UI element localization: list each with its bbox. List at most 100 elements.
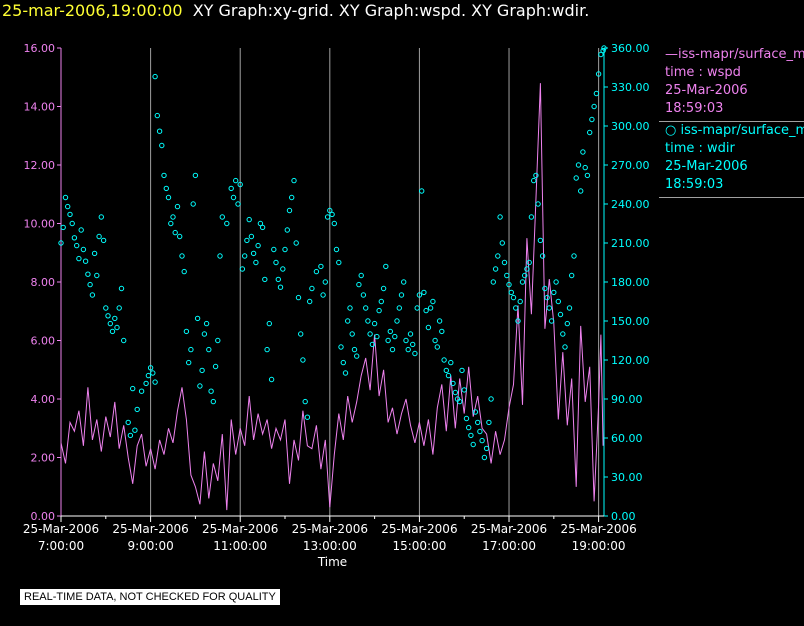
wdir-data-point	[356, 281, 362, 288]
x-tick-label-time: 7:00:00	[38, 539, 84, 553]
wdir-data-point	[551, 289, 557, 296]
wdir-data-point	[407, 331, 414, 337]
right-y-tick-label: 120.00	[611, 354, 650, 367]
wdir-data-point	[300, 357, 306, 363]
x-axis-label: Time	[317, 555, 347, 569]
wdir-data-point	[459, 367, 465, 374]
wdir-data-point	[277, 284, 284, 290]
wdir-data-point	[499, 240, 505, 246]
legend-date: 25-Mar-2006	[665, 159, 748, 174]
wdir-data-point	[336, 259, 342, 266]
wdir-data-point	[584, 172, 591, 179]
wdir-data-point	[405, 346, 411, 353]
wdir-data-point	[510, 294, 517, 301]
wdir-data-point	[143, 380, 149, 387]
wdir-data-point	[367, 331, 373, 337]
wdir-data-point	[307, 298, 313, 305]
wdir-data-point	[439, 328, 445, 335]
wdir-data-point	[369, 341, 376, 348]
left-y-tick-label: 8.00	[31, 276, 56, 289]
wdir-data-point	[573, 175, 579, 181]
wdir-data-point	[329, 211, 335, 218]
wdir-data-point	[94, 272, 100, 279]
x-tick-label-time: 19:00:00	[572, 539, 626, 553]
wdir-data-point	[257, 220, 264, 227]
wdir-data-point	[481, 454, 488, 461]
wdir-data-point	[320, 292, 326, 298]
wdir-data-point	[179, 253, 185, 259]
wdir-data-point	[89, 292, 96, 298]
wdir-data-point	[197, 383, 203, 389]
wdir-data-point	[62, 194, 69, 201]
wdir-data-point	[210, 398, 217, 405]
wdir-data-point	[85, 271, 91, 277]
wdir-data-point	[118, 285, 125, 292]
legend-source: iss-mapr/surface_m	[680, 123, 804, 138]
wdir-data-point	[266, 320, 272, 327]
legend-time: 18:59:03	[665, 177, 724, 192]
wdir-data-point	[479, 437, 485, 444]
wdir-data-point	[98, 214, 105, 220]
wdir-data-point	[152, 73, 158, 80]
wdir-data-point	[100, 237, 107, 244]
wdir-data-point	[134, 406, 140, 413]
wdir-data-point	[448, 359, 454, 366]
wspd-series-line	[60, 83, 604, 511]
wdir-data-point	[398, 292, 405, 298]
wdir-data-point	[380, 285, 387, 292]
wdir-data-point	[145, 372, 152, 379]
wdir-data-point	[445, 372, 452, 379]
wdir-data-point	[466, 424, 472, 431]
wdir-data-point	[253, 259, 259, 266]
wdir-data-point	[513, 305, 519, 311]
wdir-data-point	[67, 211, 73, 218]
wdir-data-point	[486, 419, 492, 426]
wdir-data-point	[508, 289, 514, 296]
wdir-data-point	[506, 281, 512, 288]
wdir-data-point	[121, 337, 127, 344]
right-y-tick-label: 360.00	[611, 42, 650, 55]
x-tick-label-time: 15:00:00	[392, 539, 446, 553]
wdir-data-point	[230, 194, 237, 201]
legend-field: time : wdir	[665, 141, 735, 156]
wdir-data-point	[441, 357, 447, 363]
wdir-data-point	[598, 51, 604, 58]
wdir-data-point	[475, 419, 481, 426]
wdir-data-point	[309, 285, 315, 292]
wdir-data-point	[396, 305, 402, 311]
wdir-data-point	[593, 90, 600, 97]
legend-divider	[659, 197, 804, 198]
chart-title: 25-mar-2006,19:00:00 XY Graph:xy-grid. X…	[2, 1, 589, 20]
wdir-data-point	[138, 388, 145, 394]
wdir-data-point	[414, 305, 420, 311]
x-tick-label-time: 9:00:00	[127, 539, 173, 553]
wdir-data-point	[378, 298, 384, 305]
wdir-data-point	[177, 233, 183, 240]
wdir-data-point	[259, 224, 266, 231]
wdir-data-point	[318, 263, 324, 270]
wdir-data-point	[555, 298, 561, 305]
x-tick-label-date: 25-Mar-2006	[23, 522, 99, 536]
wdir-data-point	[188, 346, 194, 353]
wdir-data-point	[212, 363, 219, 370]
left-y-tick-label: 12.00	[24, 159, 56, 172]
wdir-data-point	[425, 324, 432, 331]
wdir-data-point	[282, 246, 288, 253]
wdir-data-point	[371, 320, 378, 327]
wdir-data-point	[450, 380, 456, 387]
wdir-data-point	[170, 214, 176, 220]
x-tick-label-date: 25-Mar-2006	[202, 522, 278, 536]
wdir-data-point	[387, 328, 393, 335]
wdir-data-point	[515, 318, 521, 324]
wdir-data-point	[354, 353, 360, 359]
wdir-data-point	[434, 344, 440, 350]
x-tick-label-date: 25-Mar-2006	[292, 522, 368, 536]
wdir-data-point	[601, 45, 607, 51]
wdir-data-point	[461, 387, 467, 393]
wdir-data-point	[268, 376, 275, 383]
wdir-data-point	[147, 365, 154, 371]
wdir-data-point	[304, 414, 311, 420]
wdir-data-point	[293, 240, 299, 246]
x-tick-label-date: 25-Mar-2006	[560, 522, 636, 536]
wdir-data-point	[564, 320, 570, 327]
